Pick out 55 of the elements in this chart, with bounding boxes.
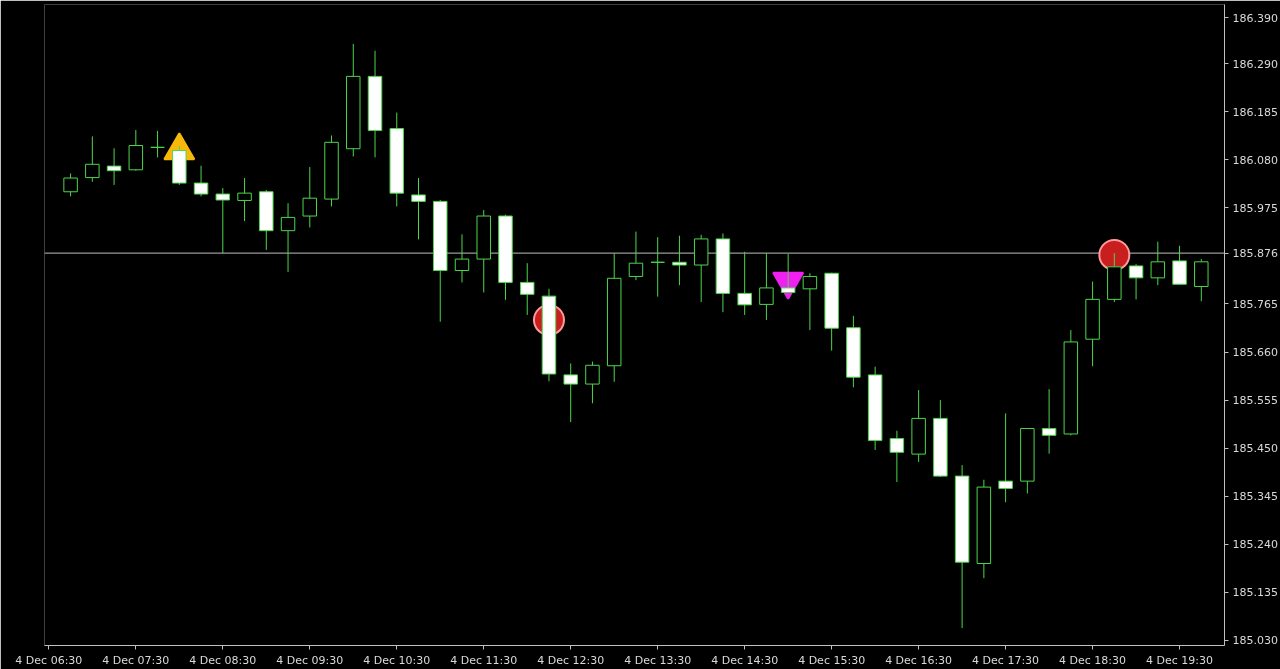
x-tick-label: 4 Dec 16:30 bbox=[885, 653, 953, 667]
y-tick-label: 185.345 bbox=[1232, 490, 1278, 504]
x-tick-label: 4 Dec 14:30 bbox=[711, 653, 779, 667]
x-tick-label: 4 Dec 13:30 bbox=[624, 653, 692, 667]
x-tick-label: 4 Dec 07:30 bbox=[102, 653, 170, 667]
ref-line-label: 185.876 bbox=[1232, 247, 1278, 261]
candlestick bbox=[889, 430, 905, 483]
candlestick bbox=[585, 361, 600, 404]
x-tick-label: 4 Dec 09:30 bbox=[276, 653, 344, 667]
candlestick bbox=[193, 165, 209, 197]
y-tick-label: 186.185 bbox=[1232, 105, 1278, 119]
candlestick bbox=[237, 177, 252, 222]
candlestick bbox=[563, 362, 578, 423]
candlestick bbox=[650, 236, 665, 298]
x-tick-label: 4 Dec 18:30 bbox=[1059, 653, 1127, 667]
candlestick bbox=[737, 251, 752, 316]
candlestick bbox=[1172, 245, 1187, 285]
candlestick bbox=[519, 262, 535, 316]
x-tick-label: 4 Dec 19:30 bbox=[1146, 653, 1214, 667]
x-tick-label: 4 Dec 06:30 bbox=[15, 653, 83, 667]
x-tick-label: 4 Dec 11:30 bbox=[450, 653, 518, 667]
y-tick-label: 186.390 bbox=[1232, 11, 1278, 25]
candlestick bbox=[1150, 241, 1166, 286]
candlestick bbox=[998, 412, 1013, 503]
candlestick bbox=[150, 130, 165, 158]
candlestick bbox=[63, 172, 78, 197]
candlestick bbox=[215, 187, 231, 254]
y-tick-label: 186.080 bbox=[1232, 153, 1278, 167]
y-tick-label: 185.555 bbox=[1232, 394, 1278, 408]
y-tick-label: 186.290 bbox=[1232, 57, 1278, 71]
candlestick bbox=[759, 252, 774, 321]
candlestick bbox=[628, 231, 644, 281]
x-tick-label: 4 Dec 15:30 bbox=[798, 653, 866, 667]
x-tick-label: 4 Dec 10:30 bbox=[363, 653, 431, 667]
y-tick-label: 185.030 bbox=[1232, 634, 1278, 648]
x-tick-label: 4 Dec 17:30 bbox=[972, 653, 1040, 667]
candlestick bbox=[454, 233, 470, 283]
candlestick bbox=[1128, 263, 1144, 300]
candlestick bbox=[85, 135, 100, 183]
candlestick bbox=[1041, 388, 1057, 455]
y-tick-label: 185.135 bbox=[1232, 586, 1278, 600]
y-tick-label: 185.975 bbox=[1232, 201, 1278, 215]
candlestick bbox=[106, 147, 122, 186]
candlestick bbox=[280, 202, 296, 273]
y-tick-label: 185.450 bbox=[1232, 442, 1278, 456]
x-tick-label: 4 Dec 08:30 bbox=[189, 653, 257, 667]
y-tick-label: 185.240 bbox=[1232, 538, 1278, 552]
x-tick-label: 4 Dec 12:30 bbox=[537, 653, 605, 667]
candlestick bbox=[780, 253, 796, 293]
candlestick bbox=[411, 177, 426, 240]
y-tick-label: 185.660 bbox=[1232, 346, 1278, 360]
candlestick bbox=[802, 272, 818, 331]
candlestick bbox=[672, 235, 687, 286]
candlestick bbox=[302, 166, 318, 228]
y-tick-label: 185.765 bbox=[1232, 297, 1278, 311]
